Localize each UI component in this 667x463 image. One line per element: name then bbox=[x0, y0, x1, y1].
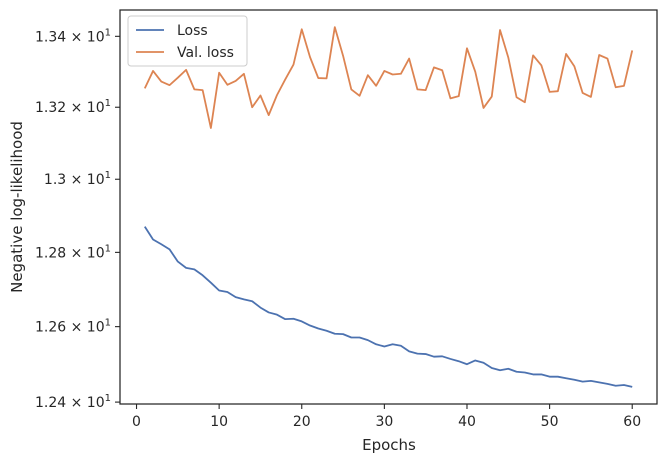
plot-frame bbox=[119, 9, 658, 405]
x-tick-label: 10 bbox=[210, 414, 228, 430]
y-tick-label: 1.26 × 101 bbox=[35, 318, 111, 336]
x-tick-label: 30 bbox=[375, 414, 393, 430]
y-tick-label: 1.28 × 101 bbox=[35, 243, 111, 261]
x-axis-title: Epochs bbox=[362, 436, 416, 454]
y-tick-label: 1.3 × 101 bbox=[44, 170, 111, 188]
legend-label-loss: Loss bbox=[177, 23, 208, 39]
x-tick-label: 50 bbox=[541, 414, 559, 430]
y-tick-label: 1.32 × 101 bbox=[35, 98, 111, 116]
x-tick-label: 40 bbox=[458, 414, 476, 430]
plot-background bbox=[120, 10, 657, 404]
x-tick-label: 60 bbox=[623, 414, 641, 430]
x-tick-label: 20 bbox=[293, 414, 311, 430]
y-axis: 1.24 × 101 1.26 × 101 1.28 × 101 1.3 × 101 1… bbox=[35, 27, 120, 411]
series-line-val-loss bbox=[143, 26, 634, 129]
y-axis-title: Negative log-likelihood bbox=[8, 121, 26, 293]
legend-label-val-loss: Val. loss bbox=[177, 45, 234, 61]
legend: Loss Val. loss bbox=[127, 15, 248, 67]
y-tick-label: 1.34 × 101 bbox=[35, 27, 111, 45]
y-tick-label: 1.24 × 101 bbox=[35, 393, 111, 411]
legend-box bbox=[127, 15, 248, 67]
x-axis: 0 10 20 30 40 50 60 bbox=[132, 404, 641, 430]
series-line-loss bbox=[144, 226, 633, 388]
series-layer bbox=[143, 26, 634, 388]
x-tick-label: 0 bbox=[132, 414, 141, 430]
